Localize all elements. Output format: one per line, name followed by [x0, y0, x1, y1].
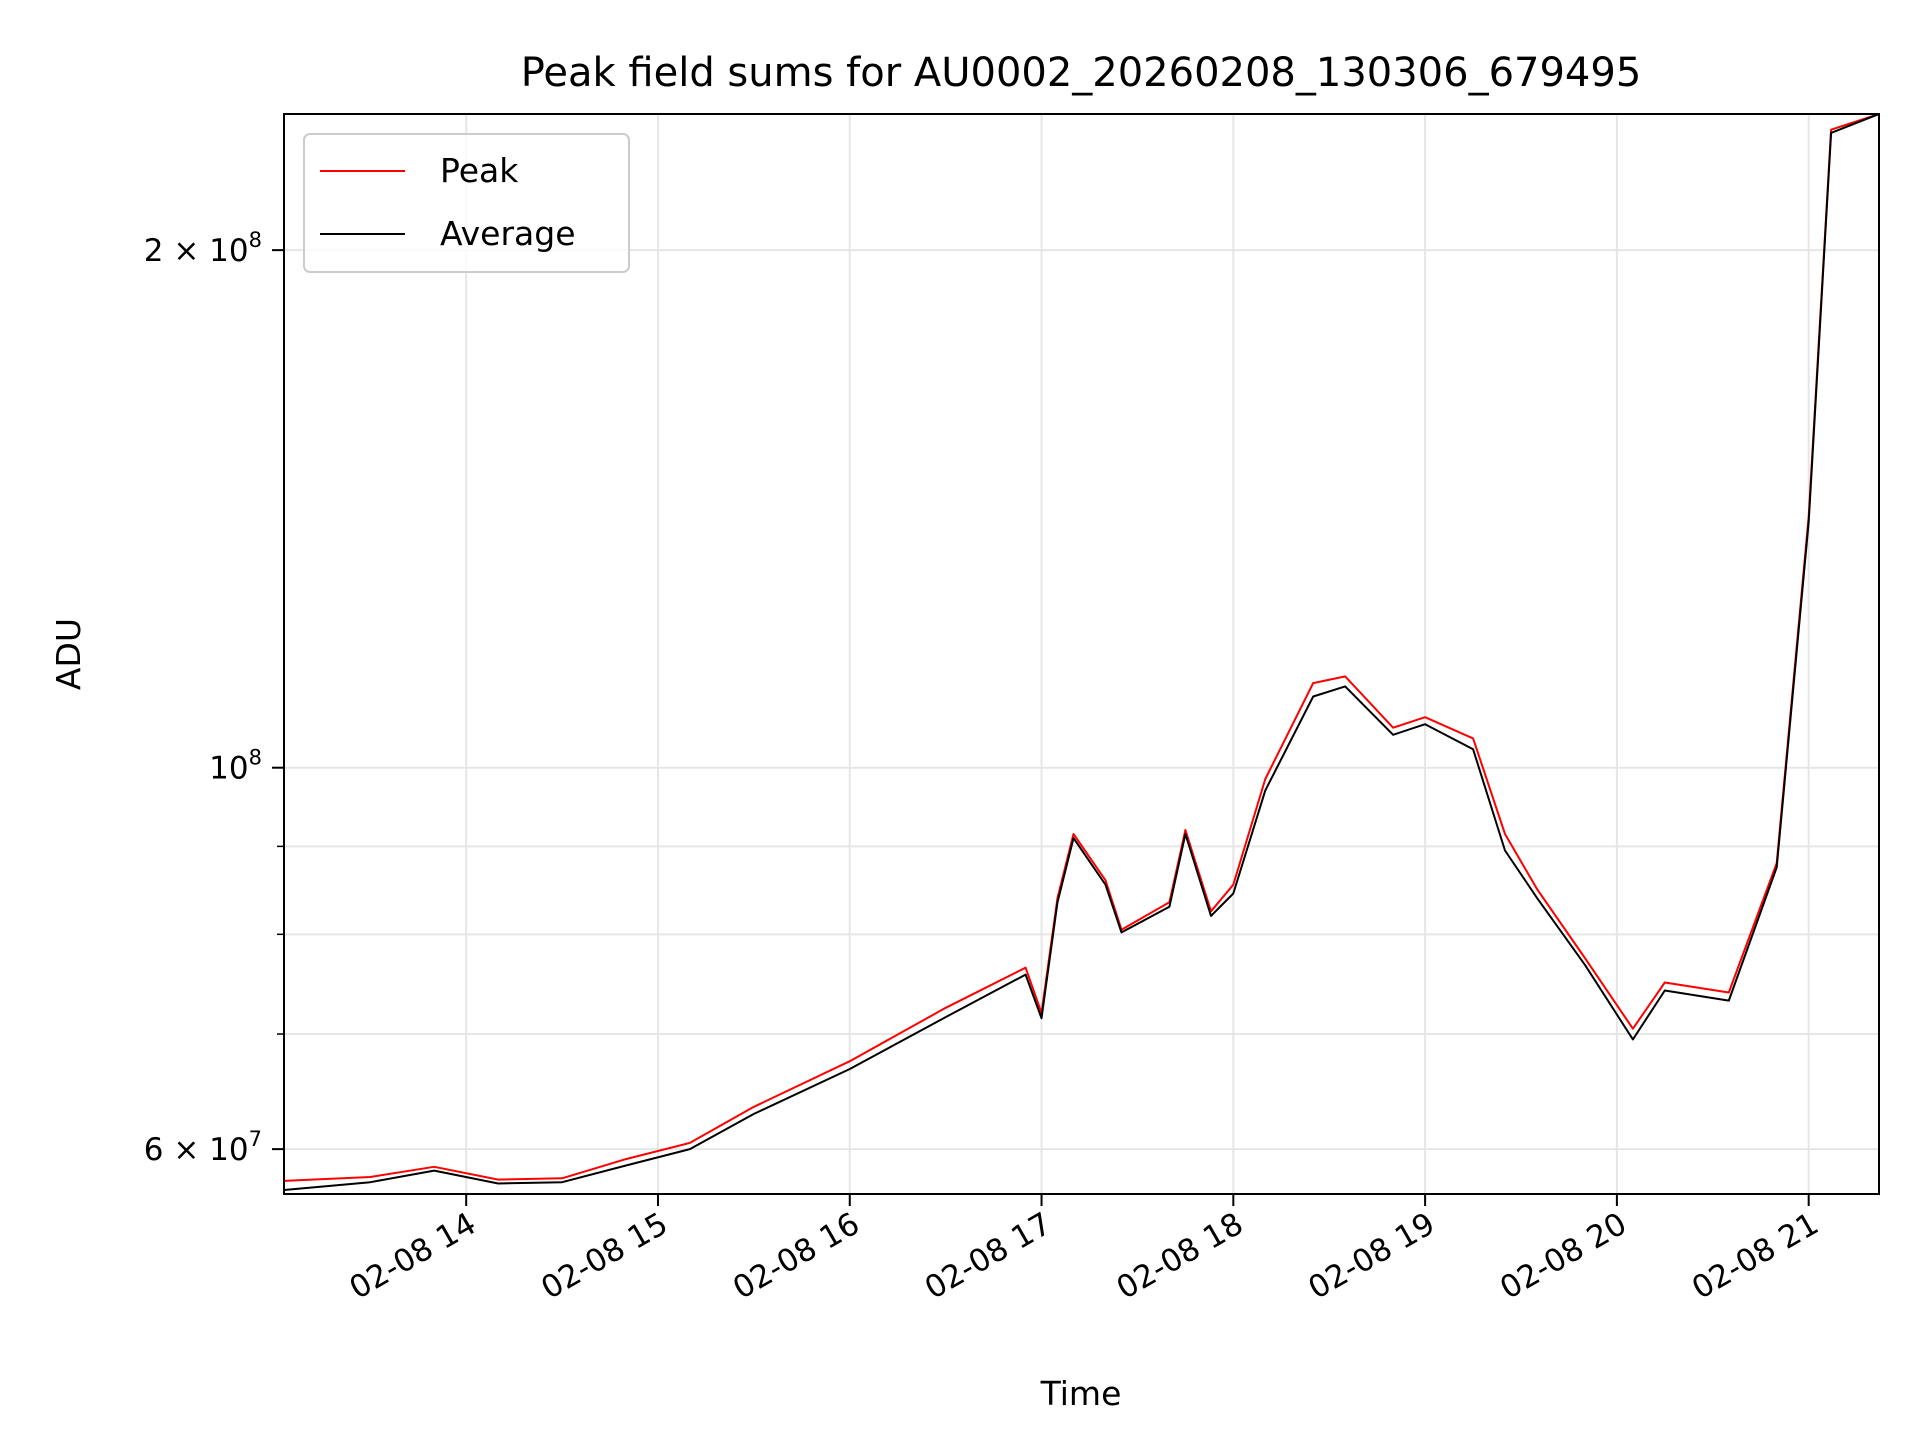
- x-axis-label: Time: [1040, 1374, 1122, 1413]
- grid-lines: [284, 114, 1879, 1194]
- y-tick-label: 2 × 108: [144, 228, 262, 269]
- legend-label-peak: Peak: [440, 151, 519, 190]
- legend-label-average: Average: [440, 214, 576, 253]
- y-axis: 6 × 107 108 2 × 108: [144, 228, 284, 1168]
- series-line-peak: [284, 114, 1879, 1182]
- series-line-average: [284, 114, 1879, 1191]
- y-axis-label: ADU: [49, 618, 88, 690]
- legend-box: [303, 133, 630, 273]
- series-layer: [284, 114, 1879, 1191]
- chart-title: Peak field sums for AU0002_20260208_1303…: [521, 50, 1642, 96]
- y-tick-label: 108: [209, 746, 262, 787]
- legend: Peak Average: [303, 133, 630, 273]
- y-tick-label: 6 × 107: [144, 1127, 262, 1168]
- plot-frame: [283, 113, 1880, 1195]
